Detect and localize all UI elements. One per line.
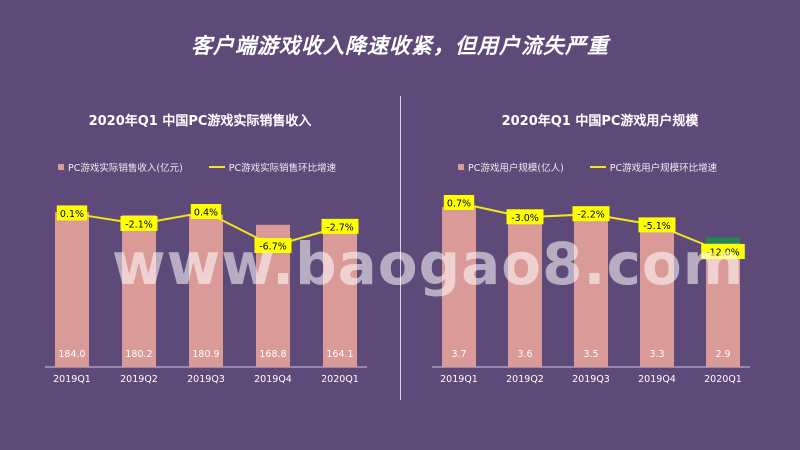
x-tick-label: 2019Q2 (506, 374, 544, 385)
bar-value-label: 3.7 (451, 349, 466, 360)
bar-highlight (706, 237, 740, 244)
growth-label: -6.7% (259, 242, 287, 253)
bar-value-label: 180.2 (125, 349, 152, 360)
bar-value-label: 3.5 (583, 349, 598, 360)
bar-value-label: 3.3 (649, 349, 664, 360)
x-tick-label: 2019Q4 (254, 374, 292, 385)
growth-label: -5.1% (643, 221, 671, 232)
bar-value-label: 2.9 (715, 349, 730, 360)
growth-label: 0.7% (447, 199, 471, 210)
legend-line-label: PC游戏用户规模环比增速 (609, 163, 718, 174)
bar-value-label: 3.6 (517, 349, 532, 360)
bar-value-label: 168.8 (259, 349, 286, 360)
bar-2019Q2 (122, 215, 156, 367)
legend-item-line: PC游戏实际销售环比增速 (208, 160, 337, 174)
x-tick-label: 2019Q1 (440, 374, 478, 385)
growth-label-box (120, 215, 158, 231)
bar-2020Q1 (323, 228, 357, 367)
growth-label-box (443, 195, 475, 210)
panel-divider (400, 96, 401, 400)
chart-legend: PC游戏实际销售收入(亿元) PC游戏实际销售环比增速 (58, 160, 336, 174)
bar-2019Q1 (442, 207, 476, 367)
chart-panel-users: 2020年Q1 中国PC游戏用户规模 PC游戏用户规模(亿人) PC游戏用户规模… (400, 0, 800, 450)
bar-2019Q3 (574, 215, 608, 367)
growth-label-box (56, 205, 88, 221)
legend-bar-swatch (458, 164, 464, 170)
growth-label-box (506, 209, 544, 225)
slide-title: 客户端游戏收入降速收紧，但用户流失严重 (191, 34, 609, 58)
growth-label: -2.2% (577, 210, 605, 221)
growth-label: 0.1% (60, 209, 84, 220)
growth-label-box (701, 244, 745, 259)
legend-line-label: PC游戏实际销售环比增速 (228, 163, 337, 174)
legend-item-bar: PC游戏实际销售收入(亿元) (58, 160, 183, 174)
chart-panel-revenue: 2020年Q1 中国PC游戏实际销售收入 PC游戏实际销售收入(亿元) PC游戏… (45, 114, 367, 385)
bar-2019Q3 (189, 214, 223, 367)
bar-value-label: 164.1 (326, 349, 353, 360)
growth-label-box (321, 218, 359, 234)
chart-title: 2020年Q1 中国PC游戏用户规模 (501, 114, 699, 129)
legend-bar-label: PC游戏用户规模(亿人) (468, 163, 564, 174)
bar-value-label: 184.0 (58, 349, 85, 360)
growth-label-box (638, 217, 676, 233)
chart-area-users: 3.7 2019Q1 3.6 2019Q2 3.5 2019Q3 3.3 2019Q4 2.9 2… (432, 195, 750, 385)
growth-label: -2.7% (326, 222, 354, 233)
x-tick-label: 2019Q2 (120, 374, 158, 385)
legend-line-swatch (208, 166, 225, 168)
bar-2020Q1 (706, 241, 740, 367)
bar-2019Q2 (508, 211, 542, 367)
growth-label-box (190, 204, 222, 219)
bar-value-label: 180.9 (192, 349, 219, 360)
x-tick-label: 2020Q1 (321, 374, 359, 385)
x-tick-label: 2019Q3 (187, 374, 225, 385)
watermark: www.baogao8.com (112, 230, 745, 298)
x-tick-label: 2019Q3 (572, 374, 610, 385)
growth-label: 0.4% (194, 208, 218, 219)
legend-bar-swatch (58, 164, 64, 170)
x-tick-label: 2019Q1 (53, 374, 91, 385)
growth-label: -3.0% (511, 213, 539, 224)
growth-label: -12.0% (706, 248, 740, 259)
legend-line-swatch (589, 166, 606, 168)
bar-2019Q4 (640, 224, 674, 367)
x-tick-label: 2019Q4 (638, 374, 676, 385)
chart-area-revenue: 184.0 2019Q1 180.2 2019Q2 180.9 2019Q3 168.8 20… (45, 204, 367, 385)
growth-label: -2.1% (125, 219, 153, 230)
growth-label-box (572, 206, 610, 222)
legend-item-line: PC游戏用户规模环比增速 (589, 160, 718, 174)
bar-2019Q1 (55, 212, 89, 367)
chart-title: 2020年Q1 中国PC游戏实际销售收入 (88, 114, 312, 129)
growth-label-box (254, 238, 292, 253)
x-tick-label: 2020Q1 (704, 374, 742, 385)
legend-bar-label: PC游戏实际销售收入(亿元) (68, 163, 183, 174)
legend-item-bar: PC游戏用户规模(亿人) (458, 160, 564, 174)
chart-legend: PC游戏用户规模(亿人) PC游戏用户规模环比增速 (458, 160, 717, 174)
